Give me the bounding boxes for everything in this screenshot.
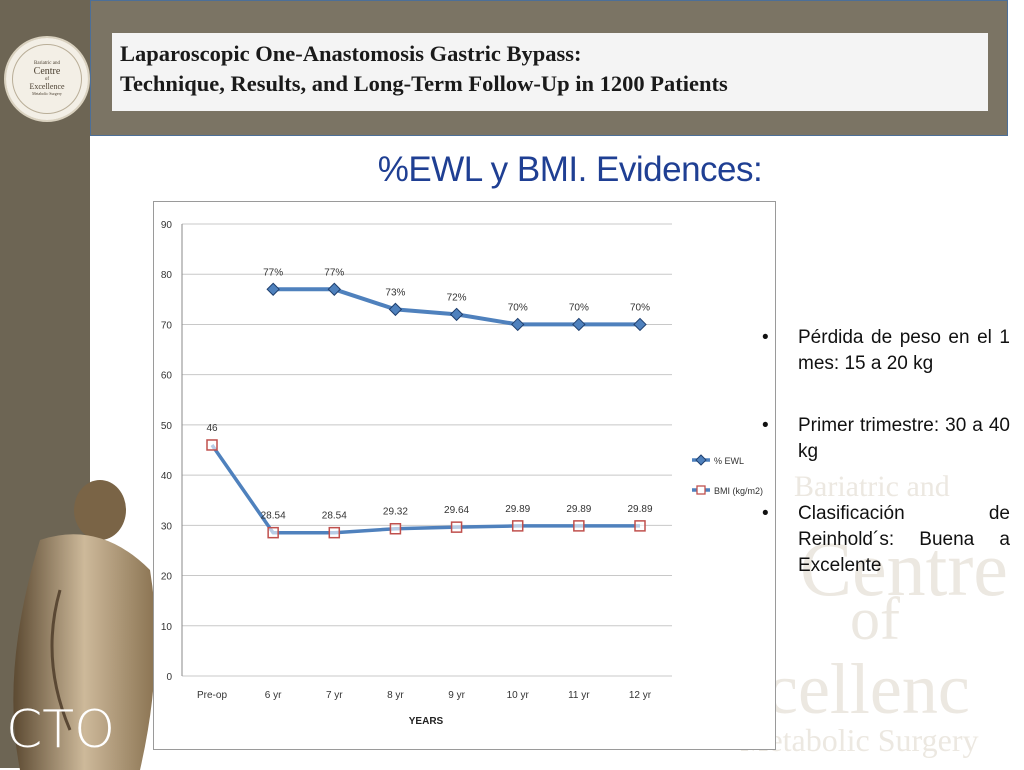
- series-line: [210, 443, 640, 535]
- data-label: 28.54: [261, 511, 286, 522]
- bullet-item: • Pérdida de peso en el 1 mes: 15 a 20 kg: [760, 325, 1010, 377]
- x-tick-label: 11 yr: [568, 690, 590, 701]
- data-label: 77%: [324, 267, 344, 278]
- y-tick-label: 30: [161, 521, 173, 532]
- data-point-diamond: [266, 282, 280, 296]
- figure-illustration: [13, 480, 156, 770]
- logo-line-3: of: [44, 77, 50, 82]
- x-tick-label: 9 yr: [448, 690, 465, 701]
- bullet-list: • Pérdida de peso en el 1 mes: 15 a 20 kg…: [760, 325, 1010, 615]
- data-label: 70%: [508, 302, 528, 313]
- watermark-line-2: Centre: [800, 525, 1008, 612]
- x-axis-label: YEARS: [409, 716, 444, 727]
- y-tick-label: 10: [161, 622, 173, 633]
- data-label: 29.89: [566, 504, 591, 515]
- paper-title-line-2: Technique, Results, and Long-Term Follow…: [120, 71, 728, 96]
- y-tick-label: 0: [166, 672, 172, 683]
- data-label: 29.89: [627, 504, 652, 515]
- legend-label: BMI (kg/m2): [714, 486, 763, 496]
- y-tick-label: 60: [161, 371, 173, 382]
- watermark-line-1: Bariatric and: [794, 470, 950, 503]
- data-label: 46: [206, 423, 218, 434]
- data-point-square: [511, 520, 524, 532]
- data-point-diamond: [633, 317, 647, 332]
- data-point-square: [450, 521, 463, 533]
- data-point-diamond: [449, 307, 464, 322]
- data-point-diamond: [511, 317, 525, 332]
- data-point-diamond: [388, 302, 403, 317]
- x-tick-label: 7 yr: [326, 690, 343, 701]
- data-label: 77%: [263, 267, 283, 278]
- watermark-line-5: Metabolic Surgery: [740, 722, 979, 758]
- data-label: 29.89: [505, 504, 530, 515]
- data-label: 29.32: [383, 507, 408, 518]
- logo-line-5: Metabolic Surgery: [32, 91, 62, 96]
- legend-label: % EWL: [714, 456, 744, 466]
- bullet-text: Clasificación de Reinhold´s: Buena a Exc…: [798, 503, 1010, 576]
- paper-title-line-1: Laparoscopic One-Anastomosis Gastric Byp…: [120, 41, 582, 66]
- logo-line-4: Excellence: [29, 82, 65, 91]
- bullet-icon: •: [762, 415, 769, 436]
- x-tick-label: 12 yr: [629, 690, 652, 701]
- data-point-diamond: [327, 282, 341, 296]
- x-tick-label: 10 yr: [507, 690, 530, 701]
- cto-logo: CTO: [6, 700, 116, 760]
- bullet-text: Primer trimestre: 30 a 40 kg: [798, 415, 1010, 462]
- data-label: 72%: [447, 292, 467, 303]
- logo-line-1: Bariatric and: [34, 61, 60, 66]
- paper-title-box: Laparoscopic One-Anastomosis Gastric Byp…: [112, 33, 988, 111]
- data-label: 29.64: [444, 505, 469, 516]
- y-tick-label: 50: [161, 421, 173, 432]
- bullet-item: • Clasificación de Reinhold´s: Buena a Ex…: [760, 501, 1010, 579]
- x-tick-label: 6 yr: [265, 690, 282, 701]
- legend-marker: [696, 485, 706, 495]
- data-point-diamond: [572, 317, 586, 332]
- ewl-bmi-chart: 0 10 20 30 40 50 60 70 80 90 Pre-op 6 yr 7 yr 8 yr 9 y…: [161, 220, 763, 727]
- data-label: 73%: [385, 287, 405, 298]
- data-point-square: [267, 526, 279, 539]
- data-point-square: [206, 439, 218, 451]
- y-tick-label: 80: [161, 270, 173, 281]
- y-tick-label: 70: [161, 320, 173, 331]
- y-tick-label: 90: [161, 220, 173, 231]
- y-tick-label: 20: [161, 572, 173, 583]
- data-label: 70%: [569, 302, 589, 313]
- data-label: 70%: [630, 302, 650, 313]
- bullet-icon: •: [762, 327, 769, 348]
- logo-line-2: Centre: [33, 66, 61, 77]
- chart-frame: 0 10 20 30 40 50 60 70 80 90 Pre-op 6 yr 7 yr 8 yr 9 y…: [153, 201, 776, 750]
- data-point-square: [389, 522, 402, 535]
- bullet-icon: •: [762, 503, 769, 524]
- bullet-text: Pérdida de peso en el 1 mes: 15 a 20 kg: [798, 327, 1010, 374]
- data-label: 28.54: [322, 511, 347, 522]
- watermark-line-3: of: [850, 586, 900, 652]
- data-point-square: [634, 520, 646, 532]
- data-point-square: [328, 526, 341, 539]
- centre-of-excellence-logo: Bariatric and Centre of Excellence Metab…: [4, 36, 90, 122]
- bullet-item: • Primer trimestre: 30 a 40 kg: [760, 413, 1010, 465]
- y-tick-label: 40: [161, 471, 173, 482]
- data-point-square: [573, 520, 585, 532]
- legend-marker: [695, 454, 707, 466]
- x-tick-label: 8 yr: [387, 690, 404, 701]
- x-tick-label: Pre-op: [197, 690, 227, 701]
- slide-title: %EWL y BMI. Evidences:: [377, 150, 763, 189]
